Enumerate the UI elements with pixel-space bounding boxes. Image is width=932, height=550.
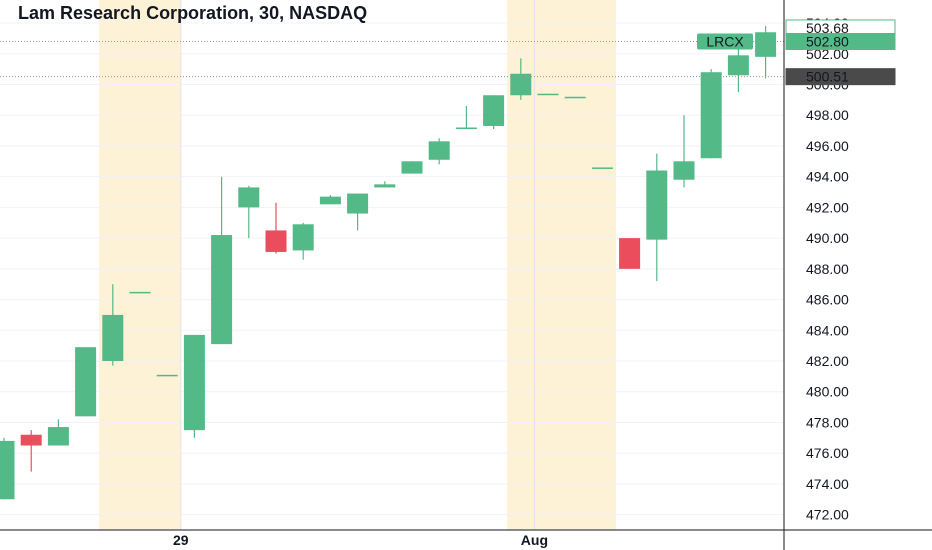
y-tick-label: 478.00	[806, 414, 849, 430]
y-tick-label: 474.00	[806, 476, 849, 492]
y-tick-label: 480.00	[806, 384, 849, 400]
x-tick-label: 29	[173, 532, 189, 548]
candle-body	[591, 167, 613, 169]
y-tick-label: 488.00	[806, 261, 849, 277]
candle-body	[619, 238, 641, 269]
y-tick-label: 494.00	[806, 169, 849, 185]
y-tick-label: 476.00	[806, 445, 849, 461]
candle-body	[755, 32, 777, 57]
candle-body	[238, 187, 260, 208]
y-tick-label: 486.00	[806, 292, 849, 308]
y-tick-label: 498.00	[806, 107, 849, 123]
candle-body	[75, 347, 97, 417]
price-label-box	[785, 32, 896, 50]
candle-body	[401, 161, 423, 174]
candle-body	[455, 127, 477, 130]
candle-body	[183, 334, 205, 431]
candle-body	[265, 230, 287, 252]
x-tick-label: Aug	[521, 532, 548, 548]
candle-body	[20, 434, 42, 446]
candle-body	[156, 374, 178, 377]
price-label-text: 503.68	[806, 20, 849, 36]
y-tick-label: 472.00	[806, 507, 849, 523]
price-label-text: 500.51	[806, 69, 849, 85]
candle-body	[347, 193, 369, 214]
y-tick-label: 490.00	[806, 230, 849, 246]
candle-body	[673, 161, 695, 180]
candle-body	[47, 427, 69, 446]
candle-body	[510, 73, 532, 96]
candle-body	[564, 96, 586, 99]
symbol-tag: LRCX	[706, 33, 744, 49]
symbol-tag-box	[697, 33, 753, 50]
highlight-band	[99, 0, 181, 530]
candle-body	[428, 141, 450, 160]
candle-body	[211, 235, 233, 345]
chart-title: Lam Research Corporation, 30, NASDAQ	[18, 3, 367, 23]
price-scale-panel	[785, 0, 932, 550]
candle-body	[0, 440, 15, 500]
y-tick-label: 492.00	[806, 199, 849, 215]
candle-body	[129, 291, 151, 294]
y-tick-label: 496.00	[806, 138, 849, 154]
candle-body	[700, 72, 722, 159]
candle-body	[483, 95, 505, 126]
candle-body	[727, 55, 749, 76]
y-tick-label: 482.00	[806, 353, 849, 369]
candle-body	[102, 314, 124, 362]
candle-body	[537, 93, 559, 96]
y-tick-label: 484.00	[806, 322, 849, 338]
candle-body	[292, 224, 314, 251]
price-label-text: 502.80	[806, 33, 849, 49]
candle-body	[319, 196, 341, 205]
candle-body	[374, 184, 396, 188]
candle-body	[646, 170, 668, 240]
price-label-box	[785, 68, 896, 86]
